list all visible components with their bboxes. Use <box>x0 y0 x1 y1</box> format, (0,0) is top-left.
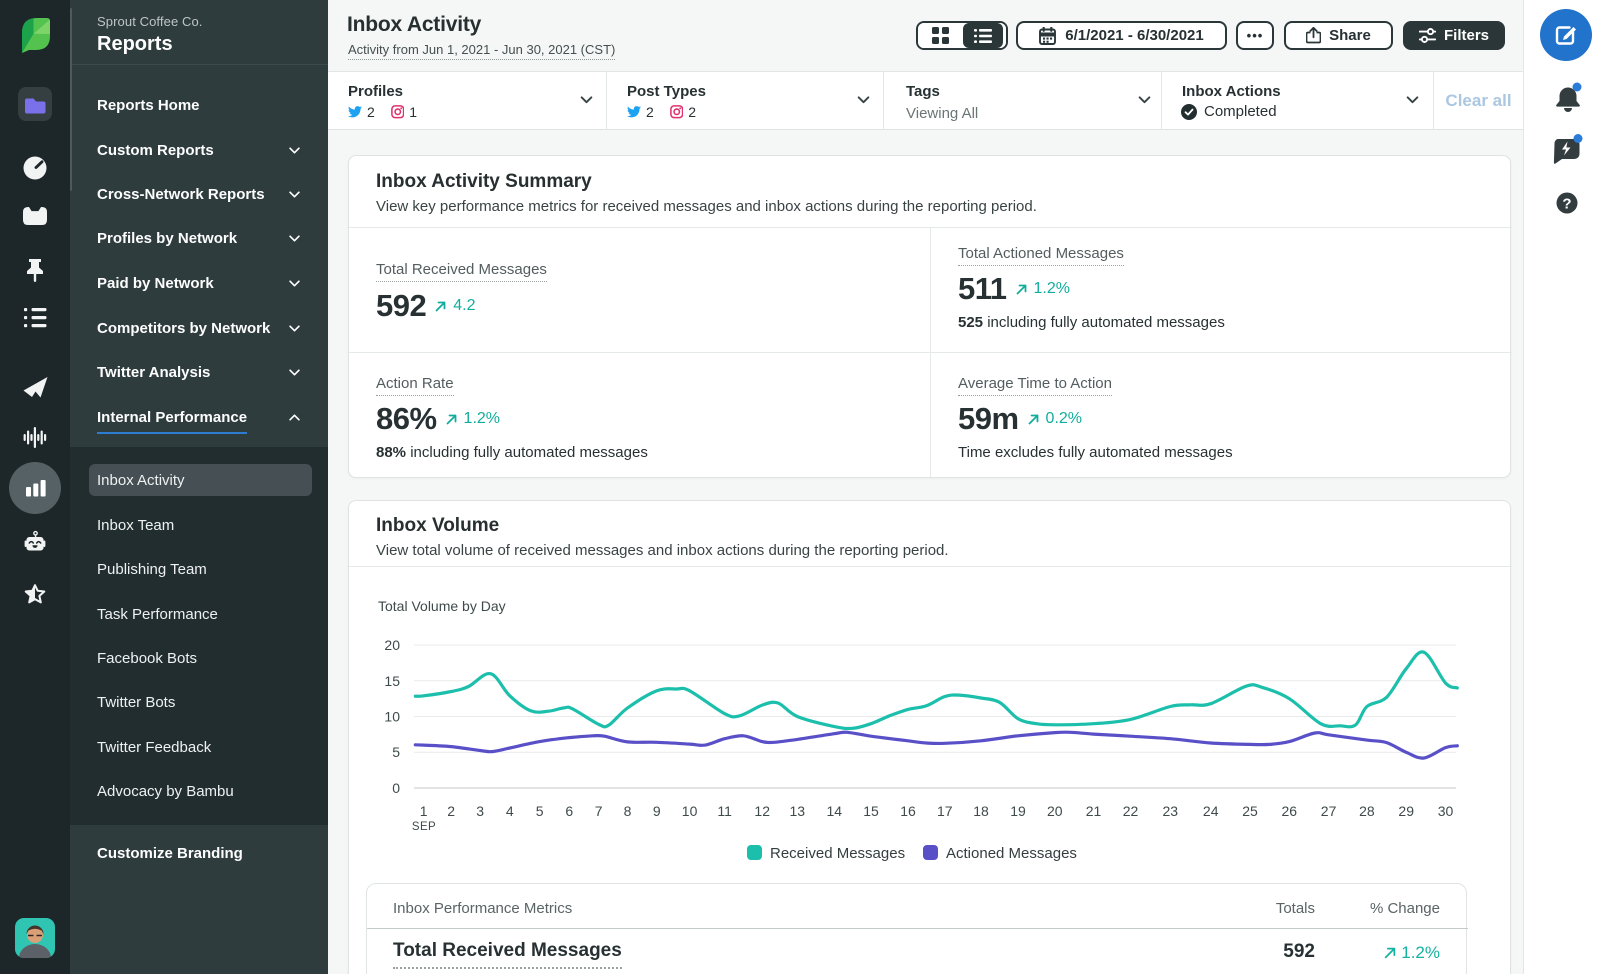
svg-text:16: 16 <box>900 803 916 819</box>
svg-text:14: 14 <box>827 803 843 819</box>
svg-text:19: 19 <box>1010 803 1026 819</box>
svg-text:29: 29 <box>1398 803 1414 819</box>
svg-text:13: 13 <box>790 803 806 819</box>
svg-text:11: 11 <box>717 803 732 819</box>
svg-text:22: 22 <box>1123 803 1139 819</box>
svg-text:?: ? <box>1562 196 1571 213</box>
svg-text:4: 4 <box>506 803 514 819</box>
svg-text:30: 30 <box>1438 803 1454 819</box>
svg-text:SEP: SEP <box>412 821 436 833</box>
svg-text:7: 7 <box>595 803 603 819</box>
svg-text:0: 0 <box>392 780 400 796</box>
svg-text:18: 18 <box>973 803 989 819</box>
svg-text:15: 15 <box>863 803 879 819</box>
svg-text:2: 2 <box>447 803 455 819</box>
svg-text:21: 21 <box>1086 803 1102 819</box>
svg-text:27: 27 <box>1321 803 1337 819</box>
svg-text:15: 15 <box>384 673 400 689</box>
svg-text:17: 17 <box>937 803 953 819</box>
svg-text:24: 24 <box>1203 803 1219 819</box>
svg-text:12: 12 <box>754 803 770 819</box>
svg-text:10: 10 <box>682 803 698 819</box>
svg-text:5: 5 <box>392 744 400 760</box>
svg-text:26: 26 <box>1282 803 1298 819</box>
svg-text:3: 3 <box>476 803 484 819</box>
svg-text:Received Messages: Received Messages <box>770 845 905 862</box>
svg-text:5: 5 <box>536 803 544 819</box>
svg-text:20: 20 <box>1047 803 1063 819</box>
svg-text:8: 8 <box>624 803 632 819</box>
svg-text:23: 23 <box>1163 803 1179 819</box>
svg-text:1: 1 <box>420 803 428 819</box>
svg-text:Actioned Messages: Actioned Messages <box>946 845 1077 862</box>
svg-text:10: 10 <box>384 709 400 725</box>
svg-text:20: 20 <box>384 637 400 653</box>
svg-text:6: 6 <box>565 803 573 819</box>
svg-text:28: 28 <box>1359 803 1375 819</box>
svg-text:9: 9 <box>653 803 661 819</box>
svg-text:25: 25 <box>1242 803 1258 819</box>
